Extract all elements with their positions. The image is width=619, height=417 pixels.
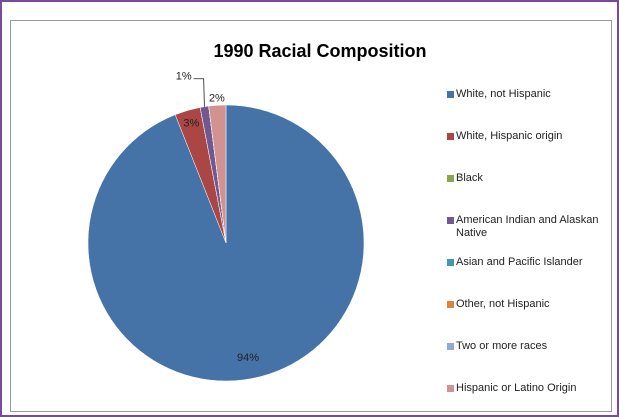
chart-area [10,20,612,412]
data-label: 1% [176,71,192,83]
legend-item: White, not Hispanic [447,88,615,101]
legend-label: White, not Hispanic [456,88,551,100]
legend-swatch [447,175,454,182]
legend-label: Two or more races [456,340,548,352]
legend-label: White, Hispanic origin [456,130,563,142]
pie-slice [208,104,227,244]
legend-item: Asian and Pacific Islander [447,256,615,269]
legend-swatch [447,259,454,266]
data-label: 2% [209,92,225,104]
leader-line [193,78,205,107]
data-label: 94% [237,352,259,364]
legend-swatch [447,91,454,98]
data-label: 3% [183,118,199,130]
legend-label: Other, not Hispanic [456,298,550,310]
legend-swatch [447,217,454,224]
legend-swatch [447,343,454,350]
legend-item: Two or more races [447,340,615,353]
legend-label: Asian and Pacific Islander [456,256,583,268]
legend-label: Black [456,172,483,184]
legend-swatch [447,133,454,140]
legend-item: American Indian and Alaskan Native [447,214,615,240]
legend-item: Black [447,172,615,185]
legend-swatch [447,301,454,308]
legend-label: American Indian and Alaskan Native [456,214,599,239]
legend-item: Other, not Hispanic [447,298,615,311]
legend-item: Hispanic or Latino Origin [447,382,615,395]
legend-label: Hispanic or Latino Origin [456,382,577,394]
legend-swatch [447,385,454,392]
chart-title: 1990 Racial Composition [213,41,426,61]
legend-item: White, Hispanic origin [447,130,615,143]
